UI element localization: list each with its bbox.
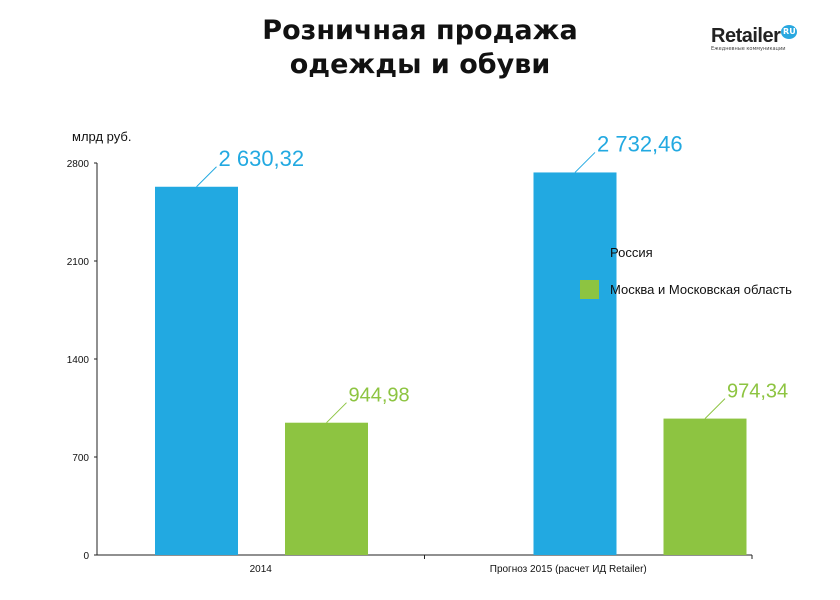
- y-axis-label: млрд руб.: [72, 129, 131, 144]
- data-label: 944,98: [349, 385, 410, 407]
- data-label: 2 630,32: [219, 146, 305, 171]
- bar-moscow: [663, 418, 747, 555]
- legend-label: Москва и Московская область: [610, 282, 792, 297]
- bar-russia: [155, 186, 238, 556]
- data-label-leader: [326, 402, 347, 424]
- y-tick-label: 2800: [67, 159, 90, 170]
- y-tick-label: 2100: [67, 257, 90, 268]
- legend-label: Россия: [610, 245, 653, 260]
- logo-badge: RU: [781, 25, 798, 39]
- y-tick-label: 700: [72, 453, 89, 464]
- y-tick-label: 0: [83, 551, 89, 562]
- data-label: 974,34: [727, 381, 788, 403]
- bar-russia: [533, 172, 617, 555]
- title-line-1: Розничная продажа: [262, 15, 578, 46]
- x-tick-label: 2014: [250, 564, 273, 575]
- data-label-leader: [704, 398, 726, 419]
- data-label-leader: [574, 152, 596, 173]
- y-tick-label: 1400: [67, 355, 90, 366]
- logo-tagline: Ежедневные коммуникации: [711, 46, 786, 52]
- chart-title: Розничная продажа одежды и обуви: [200, 14, 640, 82]
- legend-swatch: [580, 280, 599, 299]
- legend-swatch: [580, 243, 599, 262]
- title-line-2: одежды и обуви: [289, 49, 551, 80]
- bar-moscow: [285, 422, 368, 555]
- data-label-leader: [196, 166, 217, 188]
- data-label: 2 732,46: [597, 131, 683, 156]
- x-tick-label: Прогноз 2015 (расчет ИД Retailer): [490, 564, 647, 575]
- retailer-logo: Retailer RU Ежедневные коммуникации: [711, 25, 798, 52]
- logo-name: Retailer: [711, 25, 781, 47]
